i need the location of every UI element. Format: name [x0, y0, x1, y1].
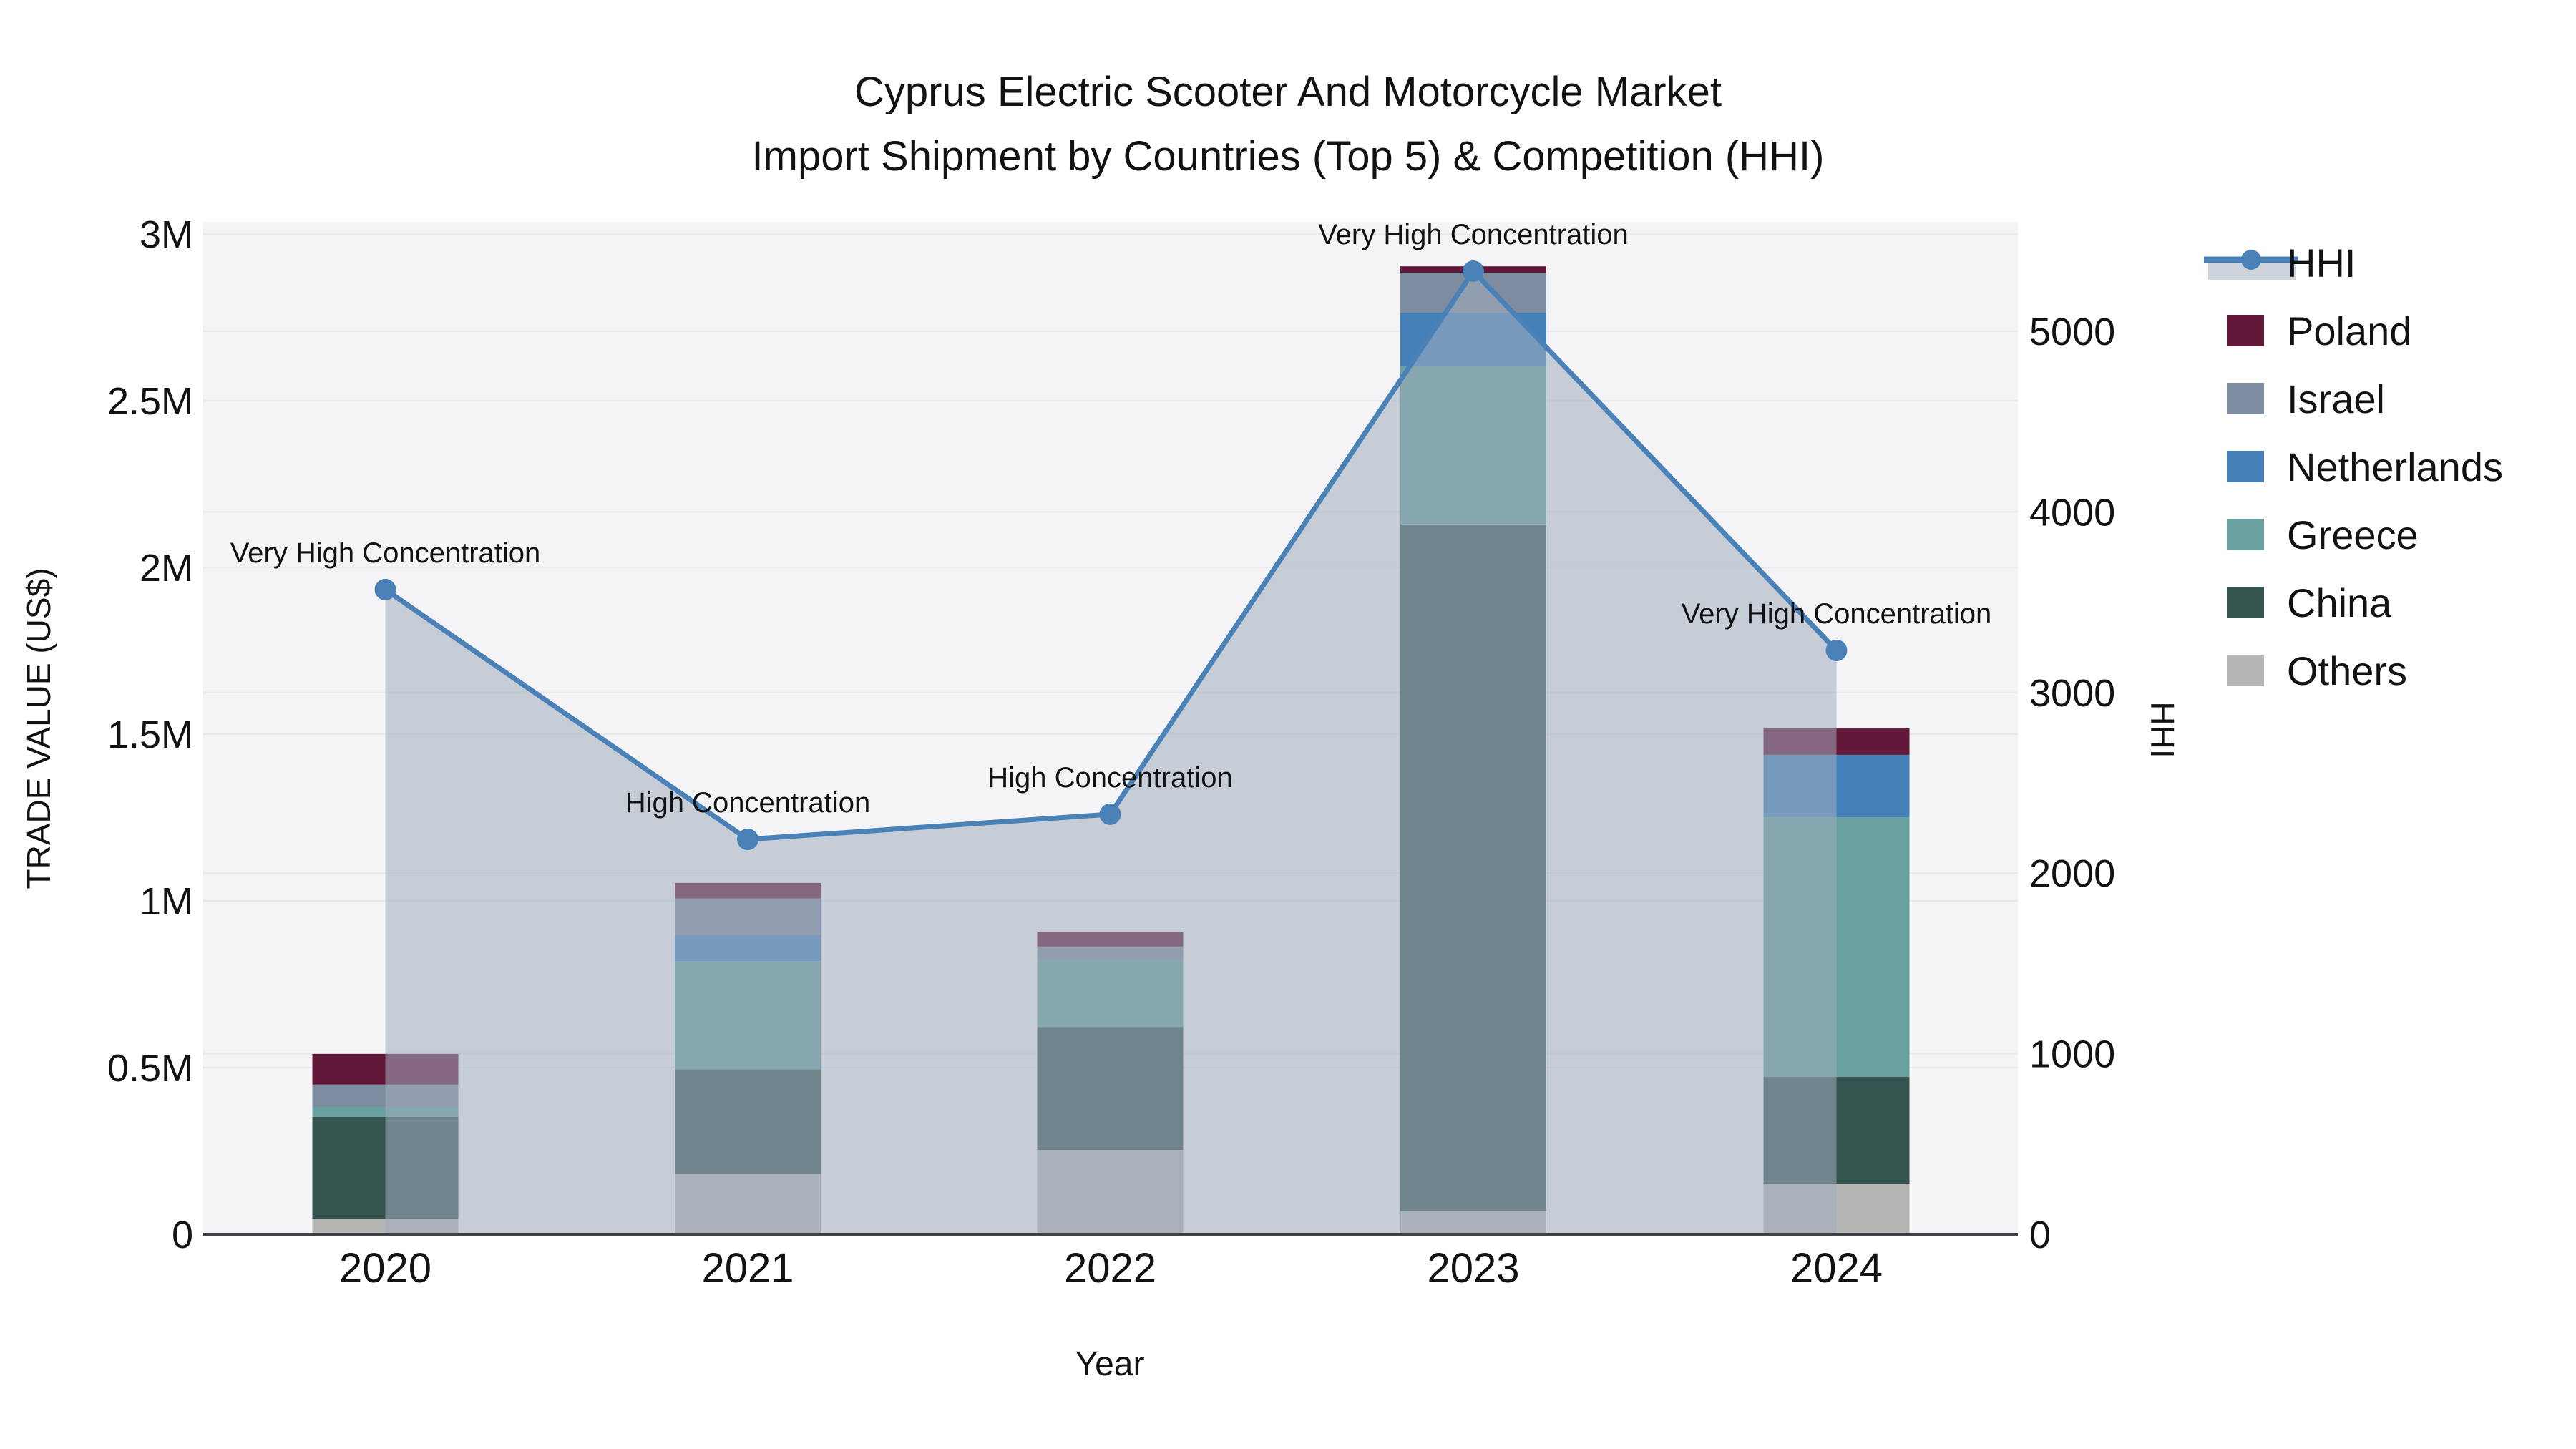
hhi-marker-2022[interactable]: [1099, 803, 1121, 825]
y-axis-title-left: TRADE VALUE (US$): [20, 567, 57, 889]
legend-swatch-icon: [2227, 587, 2264, 618]
annotation-2024: Very High Concentration: [1682, 598, 1992, 630]
legend-item-china[interactable]: China: [2227, 580, 2392, 625]
annotation-2021: High Concentration: [625, 787, 870, 819]
y-left-tick: 3M: [140, 213, 193, 256]
legend: HHI Poland Israel Netherlands Greece China Oth…: [2204, 240, 2503, 693]
y-right-tick: 2000: [2029, 852, 2115, 895]
legend-swatch-icon: [2227, 655, 2264, 686]
y-left-tick: 2M: [140, 547, 193, 590]
legend-item-poland[interactable]: Poland: [2227, 308, 2411, 353]
hhi-marker-2023[interactable]: [1463, 260, 1484, 282]
x-tick-2020: 2020: [339, 1245, 431, 1292]
y-left-tick: 1.5M: [107, 713, 193, 756]
legend-label: Netherlands: [2287, 444, 2503, 489]
y-left-tick: 0.5M: [107, 1047, 193, 1090]
annotations: Very High Concentration High Concentratio…: [230, 219, 1992, 819]
hhi-marker-2024[interactable]: [1825, 639, 1848, 661]
annotation-2022: High Concentration: [987, 762, 1232, 794]
hhi-area: [385, 270, 1837, 1234]
hhi-marker-2020[interactable]: [374, 578, 396, 600]
y-right-tick: 1000: [2029, 1033, 2115, 1076]
legend-item-netherlands[interactable]: Netherlands: [2227, 444, 2503, 489]
legend-label: China: [2287, 580, 2392, 625]
legend-item-israel[interactable]: Israel: [2227, 376, 2385, 421]
chart-title-line1: Cyprus Electric Scooter And Motorcycle M…: [854, 69, 1722, 115]
legend-label: Poland: [2287, 308, 2411, 353]
y-axis-title-right: HHI: [2144, 701, 2181, 758]
legend-swatch-icon: [2227, 383, 2264, 414]
x-tick-2023: 2023: [1427, 1245, 1519, 1292]
y-left-tick: 0: [172, 1214, 193, 1257]
y-left-tick: 1M: [140, 880, 193, 923]
x-tick-2024: 2024: [1790, 1245, 1883, 1292]
legend-swatch-icon: [2227, 451, 2264, 482]
annotation-2023: Very High Concentration: [1318, 219, 1629, 250]
y-right-tick: 0: [2029, 1214, 2051, 1257]
y-left-tick: 2.5M: [107, 380, 193, 423]
x-tick-2022: 2022: [1064, 1245, 1156, 1292]
chart-title-line2: Import Shipment by Countries (Top 5) & C…: [752, 133, 1825, 180]
y-right-tick: 4000: [2029, 491, 2115, 534]
axes: 0 0.5M 1M 1.5M 2M 2.5M 3M 0 1000 2000 3000 4000 5000…: [107, 213, 2115, 1292]
legend-label: Greece: [2287, 512, 2419, 557]
y-right-tick: 5000: [2029, 311, 2115, 353]
legend-hhi-marker-icon: [2241, 250, 2261, 270]
legend-label: Others: [2287, 648, 2407, 693]
legend-item-greece[interactable]: Greece: [2227, 512, 2419, 557]
y-right-tick: 3000: [2029, 672, 2115, 715]
x-axis-title: Year: [1075, 1345, 1145, 1383]
legend-label: HHI: [2287, 240, 2356, 286]
legend-label: Israel: [2287, 376, 2385, 421]
legend-item-hhi[interactable]: HHI: [2204, 240, 2356, 286]
hhi-line: [374, 260, 1848, 851]
legend-swatch-icon: [2227, 315, 2264, 346]
hhi-area-fill: [385, 270, 1837, 1234]
legend-swatch-icon: [2227, 519, 2264, 550]
legend-item-others[interactable]: Others: [2227, 648, 2407, 693]
annotation-2020: Very High Concentration: [230, 537, 541, 569]
hhi-marker-2021[interactable]: [737, 829, 758, 851]
x-tick-2021: 2021: [701, 1245, 794, 1292]
